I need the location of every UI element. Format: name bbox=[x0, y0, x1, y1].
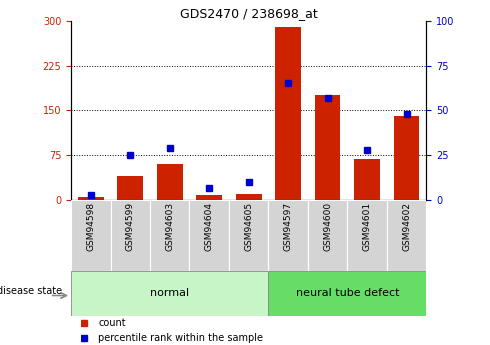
Bar bbox=[229, 200, 269, 271]
Bar bbox=[118, 176, 143, 200]
Bar bbox=[269, 271, 426, 316]
Bar bbox=[308, 200, 347, 271]
Bar bbox=[275, 27, 301, 200]
Text: GSM94601: GSM94601 bbox=[363, 202, 371, 252]
Text: GSM94604: GSM94604 bbox=[205, 202, 214, 251]
Bar bbox=[347, 200, 387, 271]
Text: GSM94603: GSM94603 bbox=[165, 202, 174, 252]
Text: neural tube defect: neural tube defect bbox=[295, 288, 399, 298]
Text: GSM94599: GSM94599 bbox=[126, 202, 135, 252]
Bar bbox=[196, 195, 222, 200]
Bar bbox=[190, 200, 229, 271]
Text: GSM94605: GSM94605 bbox=[244, 202, 253, 252]
Bar bbox=[315, 96, 341, 200]
Bar bbox=[157, 164, 183, 200]
Text: GSM94602: GSM94602 bbox=[402, 202, 411, 251]
Text: disease state: disease state bbox=[0, 286, 63, 296]
Text: GSM94597: GSM94597 bbox=[284, 202, 293, 252]
Text: normal: normal bbox=[150, 288, 189, 298]
Bar bbox=[78, 197, 103, 200]
Title: GDS2470 / 238698_at: GDS2470 / 238698_at bbox=[180, 7, 318, 20]
Bar bbox=[111, 200, 150, 271]
Text: GSM94600: GSM94600 bbox=[323, 202, 332, 252]
Text: GSM94598: GSM94598 bbox=[86, 202, 95, 252]
Bar bbox=[387, 200, 426, 271]
Bar bbox=[354, 159, 380, 200]
Bar bbox=[269, 200, 308, 271]
Bar bbox=[150, 200, 190, 271]
Bar bbox=[236, 194, 262, 200]
Text: count: count bbox=[98, 318, 126, 328]
Text: percentile rank within the sample: percentile rank within the sample bbox=[98, 333, 263, 343]
Bar bbox=[71, 200, 111, 271]
Bar bbox=[71, 271, 269, 316]
Bar bbox=[394, 116, 419, 200]
